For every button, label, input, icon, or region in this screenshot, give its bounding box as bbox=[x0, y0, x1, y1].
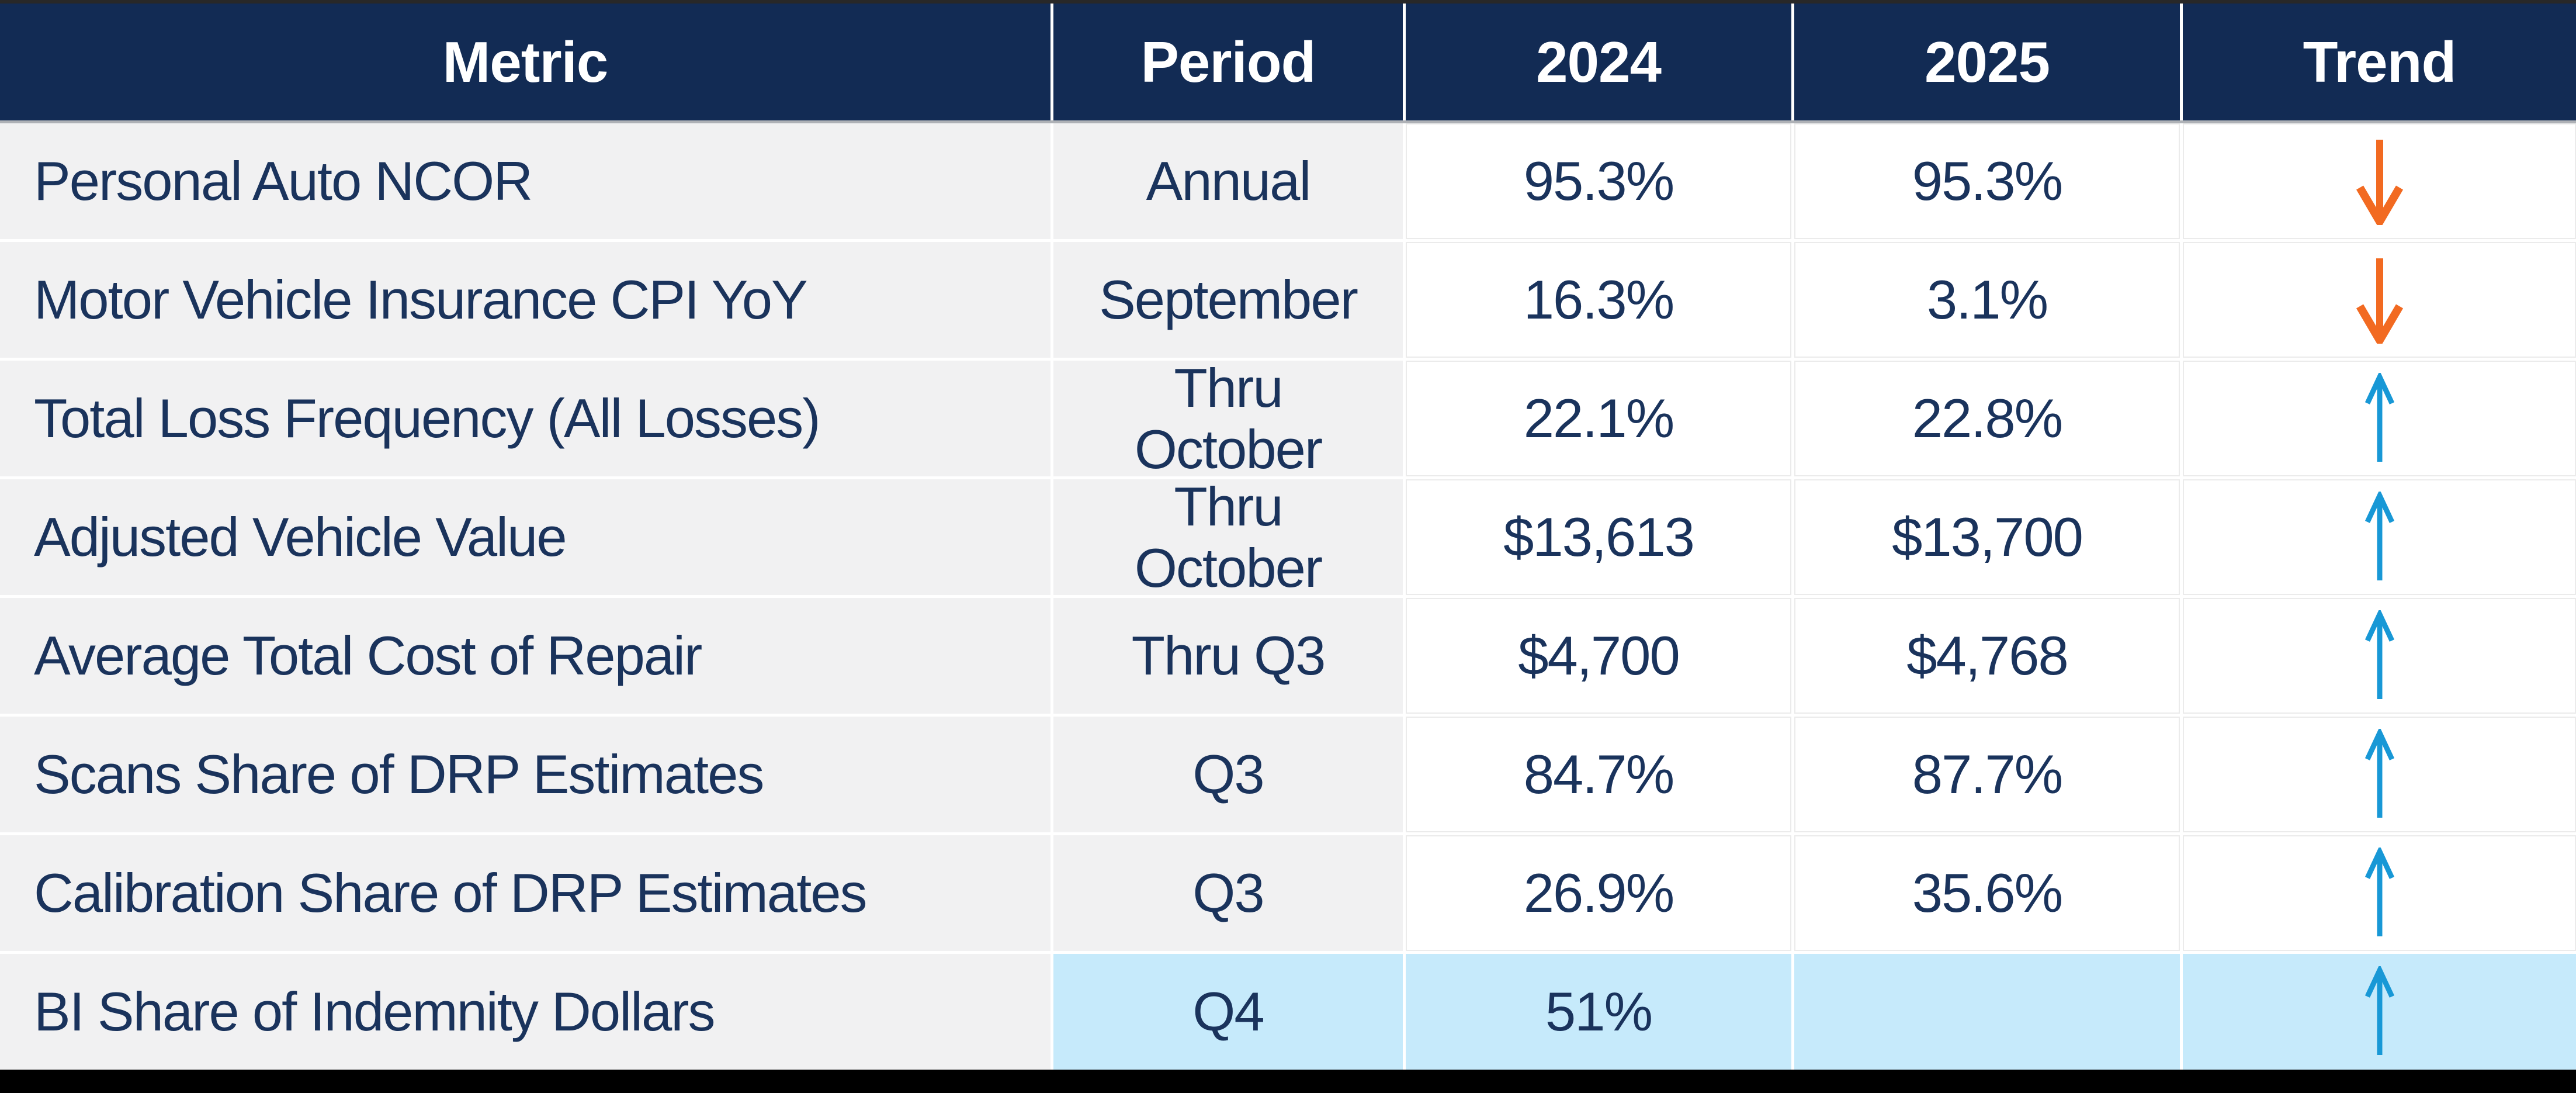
metric-cell: Adjusted Vehicle Value bbox=[0, 479, 1050, 595]
metric-cell: Scans Share of DRP Estimates bbox=[0, 717, 1050, 832]
period-cell: Thru Q3 bbox=[1053, 598, 1403, 714]
header-cell-period: Period bbox=[1053, 4, 1403, 120]
value-2025-cell: $13,700 bbox=[1794, 479, 2180, 595]
value-2024-cell: 95.3% bbox=[1406, 123, 1791, 239]
kpi-table: Metric Period 2024 2025 Trend Personal A… bbox=[0, 4, 2576, 1070]
value-2025-cell: 95.3% bbox=[1794, 123, 2180, 239]
trend-cell bbox=[2183, 123, 2576, 239]
value-2024-cell: $4,700 bbox=[1406, 598, 1791, 714]
trend-cell bbox=[2183, 717, 2576, 832]
trend-cell bbox=[2183, 479, 2576, 595]
trend-cell bbox=[2183, 954, 2576, 1070]
value-2025-cell: 35.6% bbox=[1794, 835, 2180, 951]
metric-cell: BI Share of Indemnity Dollars bbox=[0, 954, 1050, 1070]
header-cell-2024: 2024 bbox=[1406, 4, 1791, 120]
up-arrow-icon bbox=[2364, 729, 2394, 818]
value-2024-cell: 26.9% bbox=[1406, 835, 1791, 951]
value-2025-cell: $4,768 bbox=[1794, 598, 2180, 714]
header-underline bbox=[0, 120, 2576, 123]
bottom-border-bar bbox=[0, 1070, 2576, 1093]
up-arrow-icon bbox=[2364, 373, 2394, 462]
top-border-bar bbox=[0, 0, 2576, 4]
value-2025-cell bbox=[1794, 954, 2180, 1070]
period-cell: Q4 bbox=[1053, 954, 1403, 1070]
up-arrow-icon bbox=[2364, 848, 2394, 936]
period-cell: Q3 bbox=[1053, 835, 1403, 951]
header-cell-metric: Metric bbox=[0, 4, 1050, 120]
period-cell: Thru October bbox=[1053, 357, 1403, 480]
trend-cell bbox=[2183, 242, 2576, 358]
metric-cell: Personal Auto NCOR bbox=[0, 123, 1050, 239]
header-cell-2025: 2025 bbox=[1794, 4, 2180, 120]
down-arrow-icon bbox=[2356, 140, 2403, 225]
value-2024-cell: 84.7% bbox=[1406, 717, 1791, 832]
metric-cell: Calibration Share of DRP Estimates bbox=[0, 835, 1050, 951]
trend-cell bbox=[2183, 598, 2576, 714]
period-cell: September bbox=[1053, 242, 1403, 358]
period-cell: Q3 bbox=[1053, 717, 1403, 832]
down-arrow-icon bbox=[2356, 258, 2403, 344]
value-2025-cell: 22.8% bbox=[1794, 361, 2180, 476]
metric-cell: Average Total Cost of Repair bbox=[0, 598, 1050, 714]
up-arrow-icon bbox=[2364, 492, 2394, 580]
value-2024-cell: 22.1% bbox=[1406, 361, 1791, 476]
period-cell: Annual bbox=[1053, 123, 1403, 239]
metric-cell: Motor Vehicle Insurance CPI YoY bbox=[0, 242, 1050, 358]
value-2025-cell: 87.7% bbox=[1794, 717, 2180, 832]
value-2025-cell: 3.1% bbox=[1794, 242, 2180, 358]
trend-cell bbox=[2183, 361, 2576, 476]
trend-cell bbox=[2183, 835, 2576, 951]
value-2024-cell: 16.3% bbox=[1406, 242, 1791, 358]
value-2024-cell: 51% bbox=[1406, 954, 1791, 1070]
period-cell: Thru October bbox=[1053, 476, 1403, 599]
up-arrow-icon bbox=[2364, 610, 2394, 699]
metric-cell: Total Loss Frequency (All Losses) bbox=[0, 361, 1050, 476]
value-2024-cell: $13,613 bbox=[1406, 479, 1791, 595]
up-arrow-icon bbox=[2364, 966, 2394, 1055]
header-cell-trend: Trend bbox=[2183, 4, 2576, 120]
